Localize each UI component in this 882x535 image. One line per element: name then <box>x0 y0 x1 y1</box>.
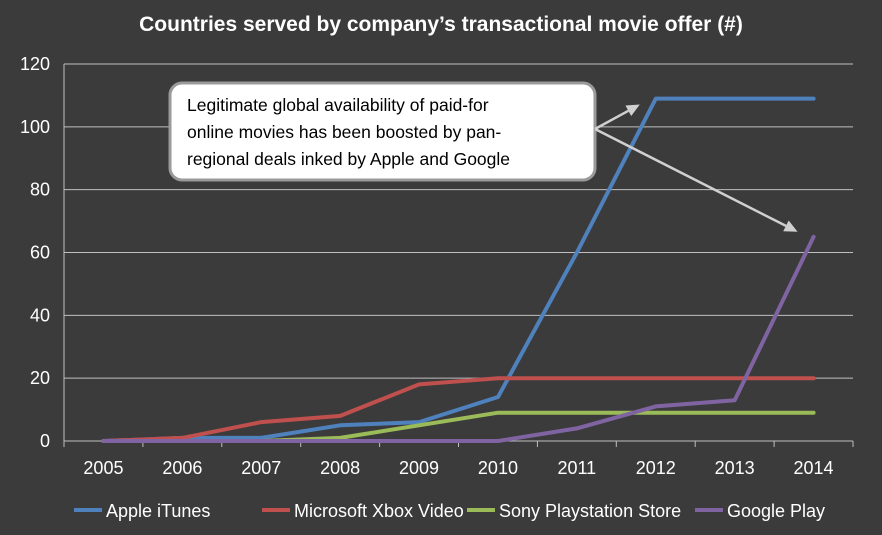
callout-arrow <box>594 109 629 131</box>
series-lines <box>101 96 816 443</box>
y-tick-label: 60 <box>30 243 50 263</box>
x-tick-label: 2005 <box>83 458 123 478</box>
x-tick-label: 2014 <box>794 458 834 478</box>
x-tick-label: 2011 <box>557 458 596 478</box>
callout-arrowhead <box>783 220 798 232</box>
y-tick-label: 100 <box>20 117 50 137</box>
x-tick-label: 2006 <box>162 458 202 478</box>
legend: Apple iTunes Microsoft Xbox Video Sony Pla… <box>74 501 825 521</box>
series-line-apple-itunes <box>101 96 816 443</box>
callout-text-line: online movies has been boosted by pan- <box>187 122 501 142</box>
y-tick-label: 80 <box>30 180 50 200</box>
callout-text-line: regional deals inked by Apple and Google <box>187 149 510 169</box>
legend-label-microsoft-xbox-video: Microsoft Xbox Video <box>294 501 464 521</box>
annotation-callout: Legitimate global availability of paid-f… <box>168 81 798 232</box>
x-tick-label: 2009 <box>399 458 439 478</box>
callout-arrow <box>594 127 787 228</box>
legend-label-google-play: Google Play <box>727 501 825 521</box>
x-tick-label: 2012 <box>636 458 676 478</box>
x-tick-label: 2010 <box>478 458 518 478</box>
legend-label-sony-playstation-store: Sony Playstation Store <box>499 501 681 521</box>
series-line-google-play <box>101 234 816 443</box>
y-tick-label: 20 <box>30 368 50 388</box>
y-tick-label: 120 <box>20 54 50 74</box>
x-tick-label: 2013 <box>715 458 755 478</box>
legend-label-apple-itunes: Apple iTunes <box>106 501 210 521</box>
callout-text-line: Legitimate global availability of paid-f… <box>187 95 489 115</box>
y-tick-label: 0 <box>40 431 50 451</box>
chart-title: Countries served by company’s transactio… <box>139 13 743 36</box>
axes: 0 20 40 60 80 100 120 2005 2006 2007 2008 2009 2010 2… <box>20 54 854 478</box>
x-tick-label: 2008 <box>320 458 360 478</box>
y-tick-label: 40 <box>30 305 50 325</box>
x-tick-label: 2007 <box>241 458 281 478</box>
callout-arrowhead <box>625 104 640 117</box>
series-line-microsoft-xbox-video <box>101 376 816 443</box>
callout-box <box>168 81 597 182</box>
